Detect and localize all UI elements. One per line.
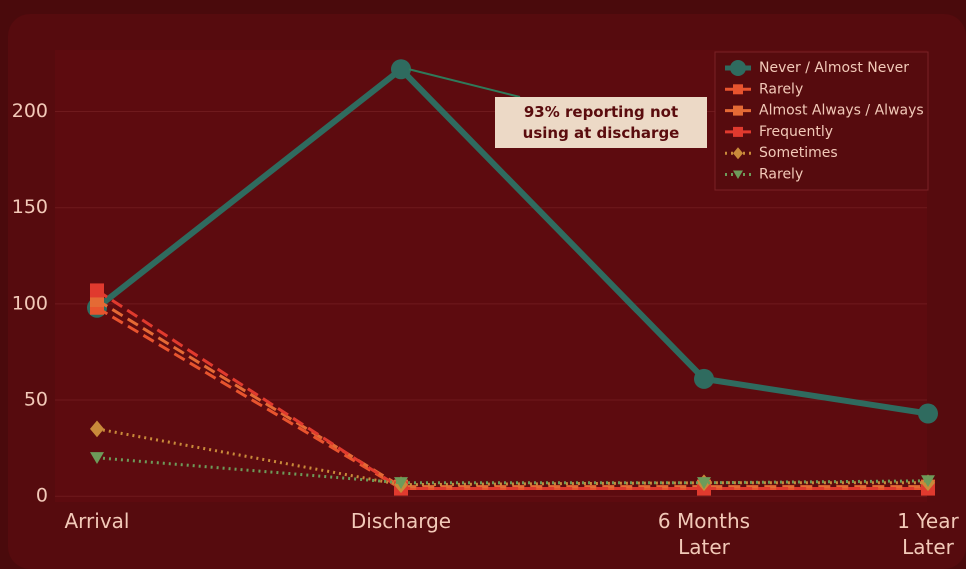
legend-label: Frequently [759,124,833,140]
y-tick-label: 200 [12,100,48,122]
point [918,403,938,424]
annotation: 93% reporting not using at discharge [495,97,707,148]
point [394,477,408,490]
series-line [96,298,928,489]
x-tick-label: Arrival [64,509,130,533]
legend-label: Never / Almost Never [759,60,909,76]
legend-label: Sometimes [759,145,838,161]
point [733,170,743,179]
legend-label: Rarely [759,81,803,97]
point [730,60,746,76]
point [90,283,104,298]
point [90,420,104,438]
y-tick-label: 100 [12,292,48,314]
y-tick-label: 50 [24,389,48,411]
x-tick-label: 1 Year Later [897,509,959,559]
point [391,59,411,80]
point [733,84,743,95]
point [733,105,743,116]
point [921,475,935,488]
point [697,477,711,490]
y-tick-label: 150 [12,196,48,218]
point [733,126,743,137]
legend-box [714,51,929,191]
point [694,368,714,389]
series-line [96,456,929,485]
annotation-arrow [408,68,521,98]
series-line [96,289,928,491]
point [90,452,104,465]
point [733,147,743,160]
legend-label: Almost Always / Always [759,103,924,119]
series-line [95,65,929,417]
legend-label: Rarely [759,167,803,183]
y-tick-label: 0 [36,485,48,507]
x-tick-label: 6 Months Later [657,509,751,559]
x-tick-label: Discharge [350,509,452,533]
